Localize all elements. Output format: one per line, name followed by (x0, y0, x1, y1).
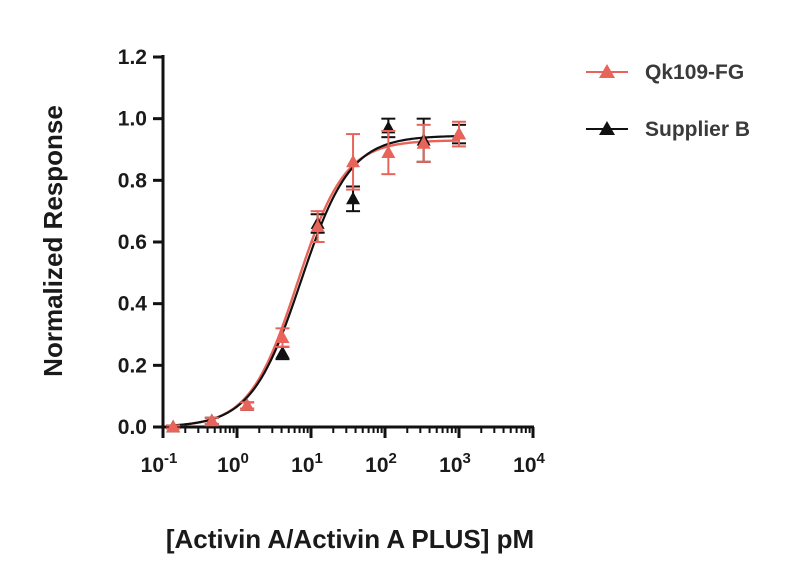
data-point (275, 345, 290, 359)
data-points (166, 117, 466, 433)
x-tick-label: 102 (365, 450, 397, 477)
legend: Qk109-FG Supplier B (586, 61, 750, 141)
legend-marker (599, 121, 615, 135)
fit-curve-0 (171, 139, 460, 427)
data-point (204, 413, 219, 427)
y-tick-label: 0.8 (118, 169, 148, 192)
y-axis-title: Normalized Response (38, 105, 68, 377)
data-point (310, 219, 325, 232)
data-point (275, 330, 290, 343)
data-point (416, 136, 431, 149)
x-tick-label: 104 (513, 450, 545, 477)
legend-marker (599, 64, 615, 78)
x-tick-label: 100 (217, 450, 249, 477)
legend-label: Qk109-FG (645, 61, 744, 84)
x-axis-title: [Activin A/Activin A PLUS] pM (166, 524, 534, 554)
y-tick-label: 0.2 (118, 354, 147, 377)
y-tick-label: 0.6 (118, 231, 147, 254)
x-tick-label: 101 (291, 450, 323, 477)
legend-label: Supplier B (645, 118, 750, 141)
data-point (381, 145, 396, 158)
axes: 0.0 0.2 0.4 0.6 0.8 1.0 1.2 10-1 100 101 102 103 104 (118, 46, 546, 477)
data-point (240, 398, 255, 411)
y-tick-label: 0.4 (118, 293, 148, 316)
fit-curves (171, 135, 460, 427)
y-tick-label: 1.2 (118, 46, 147, 69)
x-tick-label: 10-1 (141, 450, 178, 477)
data-point (166, 419, 181, 433)
y-tick-label: 1.0 (118, 108, 147, 131)
data-point (346, 191, 361, 205)
x-tick-label: 103 (439, 450, 471, 477)
legend-item-1: Supplier B (586, 118, 750, 141)
legend-item-0: Qk109-FG (586, 61, 744, 84)
data-point (452, 126, 466, 140)
y-tick-label: 0.0 (118, 416, 147, 439)
fit-curve-1 (171, 135, 460, 427)
data-point (346, 154, 361, 168)
